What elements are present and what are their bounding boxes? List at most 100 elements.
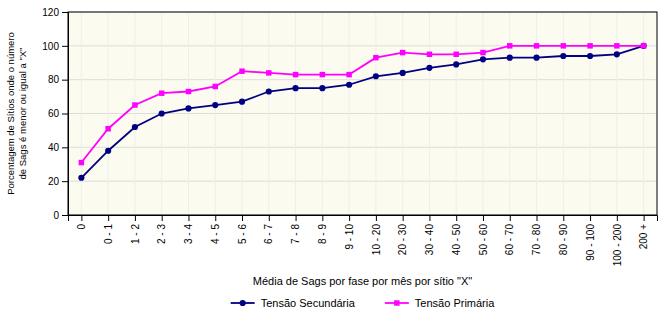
- point: [212, 102, 218, 108]
- grid-line-y: [68, 147, 657, 148]
- point: [614, 51, 620, 57]
- x-tick-mark: [644, 215, 645, 221]
- plot: 02040608010012000 - 11 - 22 - 33 - 44 - …: [42, 7, 657, 267]
- point: [587, 53, 593, 59]
- point: [132, 102, 137, 107]
- x-tick: 1 - 2: [130, 215, 141, 244]
- y-tick: 40: [48, 142, 68, 153]
- grid-line-x: [268, 12, 269, 215]
- point: [453, 52, 458, 57]
- grid-line-x: [295, 12, 296, 215]
- y-tick-mark: [62, 215, 68, 216]
- series: [78, 43, 646, 181]
- grid-line-x: [616, 12, 617, 215]
- point: [159, 110, 165, 116]
- grid-line-x: [563, 12, 564, 215]
- grid-line-x: [456, 12, 457, 215]
- x-tick-label: 0: [76, 224, 87, 230]
- x-tick-label: 6 - 7: [263, 224, 274, 244]
- axis-line: [69, 216, 658, 222]
- x-tick-mark: [108, 215, 109, 221]
- x-tick-label: 0 - 1: [103, 224, 114, 244]
- x-tick-mark: [483, 215, 484, 221]
- point: [213, 84, 218, 89]
- x-tick: 40 - 50: [451, 215, 462, 255]
- legend-label: Tensão Primária: [415, 297, 495, 309]
- x-tick: 50 - 60: [478, 215, 489, 255]
- x-tick-mark: [242, 215, 243, 221]
- x-tick-label: 20 - 30: [397, 224, 408, 256]
- x-tick: 0: [76, 215, 87, 230]
- y-tick-mark: [62, 114, 68, 115]
- point: [560, 53, 566, 59]
- x-tick-mark: [376, 215, 377, 221]
- x-tick-mark: [296, 215, 297, 221]
- grid-line-x: [188, 12, 189, 215]
- point: [427, 52, 432, 57]
- x-axis: 00 - 11 - 22 - 33 - 44 - 55 - 66 - 77 - …: [69, 215, 658, 266]
- grid: [68, 12, 657, 215]
- x-tick-label: 5 - 6: [237, 224, 248, 244]
- grid-line-x: [482, 12, 483, 215]
- x-tick: 30 - 40: [424, 215, 435, 255]
- chart: 02040608010012000 - 11 - 22 - 33 - 44 - …: [0, 0, 671, 315]
- point: [185, 105, 191, 111]
- x-tick: 0 - 1: [103, 215, 114, 244]
- x-tick-mark: [188, 215, 189, 221]
- point: [453, 61, 459, 67]
- y-tick: 20: [48, 176, 68, 187]
- x-tick-label: 8 - 9: [317, 224, 328, 244]
- x-tick-mark: [510, 215, 511, 221]
- x-tick-label: 3 - 4: [183, 224, 194, 244]
- y-tick-label: 0: [53, 210, 59, 221]
- x-tick: 8 - 9: [317, 215, 328, 244]
- point: [266, 88, 272, 94]
- point: [346, 72, 351, 77]
- point: [292, 85, 298, 91]
- point: [79, 160, 84, 165]
- x-tick-mark: [590, 215, 591, 221]
- x-tick: 90 - 100: [585, 215, 596, 261]
- x-tick-label: 9 - 10: [344, 224, 355, 250]
- grid-line-x: [215, 12, 216, 215]
- plot-frame: [68, 12, 657, 215]
- grid-line-x: [375, 12, 376, 215]
- point: [186, 89, 191, 94]
- grid-line-x: [509, 12, 510, 215]
- x-tick-mark: [135, 215, 136, 221]
- point: [507, 43, 512, 48]
- x-tick-label: 7 - 8: [290, 224, 301, 244]
- point: [426, 65, 432, 71]
- y-tick-mark: [62, 12, 68, 13]
- x-tick: 10 - 20: [371, 215, 382, 255]
- x-tick-mark: [162, 215, 163, 221]
- grid-line-x: [242, 12, 243, 215]
- y-tick-label: 20: [48, 176, 60, 187]
- x-tick: 100 - 200: [612, 215, 623, 266]
- point: [293, 72, 298, 77]
- x-tick-mark: [322, 215, 323, 221]
- point: [320, 72, 325, 77]
- legend-label: Tensão Secundária: [261, 297, 356, 309]
- x-tick: 20 - 30: [397, 215, 408, 255]
- marks: [78, 43, 646, 181]
- y-tick-label: 40: [48, 142, 60, 153]
- grid-line-y: [68, 113, 657, 114]
- y-axis-title: Porcentagem de Sítios onde o númerode Sa…: [5, 32, 28, 195]
- grid-line-x: [590, 12, 591, 215]
- x-tick: 2 - 3: [156, 215, 167, 244]
- grid-line-x: [429, 12, 430, 215]
- x-tick-mark: [537, 215, 538, 221]
- point: [319, 85, 325, 91]
- x-tick-mark: [81, 215, 82, 221]
- x-tick: 3 - 4: [183, 215, 194, 244]
- x-tick-mark: [269, 215, 270, 221]
- point: [641, 43, 647, 49]
- y-tick-mark: [62, 147, 68, 148]
- y-tick: 60: [48, 108, 68, 119]
- point: [239, 68, 244, 73]
- grid-line-x: [349, 12, 350, 215]
- y-tick: 100: [42, 41, 68, 52]
- x-tick: 60 - 70: [504, 215, 515, 255]
- point: [507, 55, 513, 61]
